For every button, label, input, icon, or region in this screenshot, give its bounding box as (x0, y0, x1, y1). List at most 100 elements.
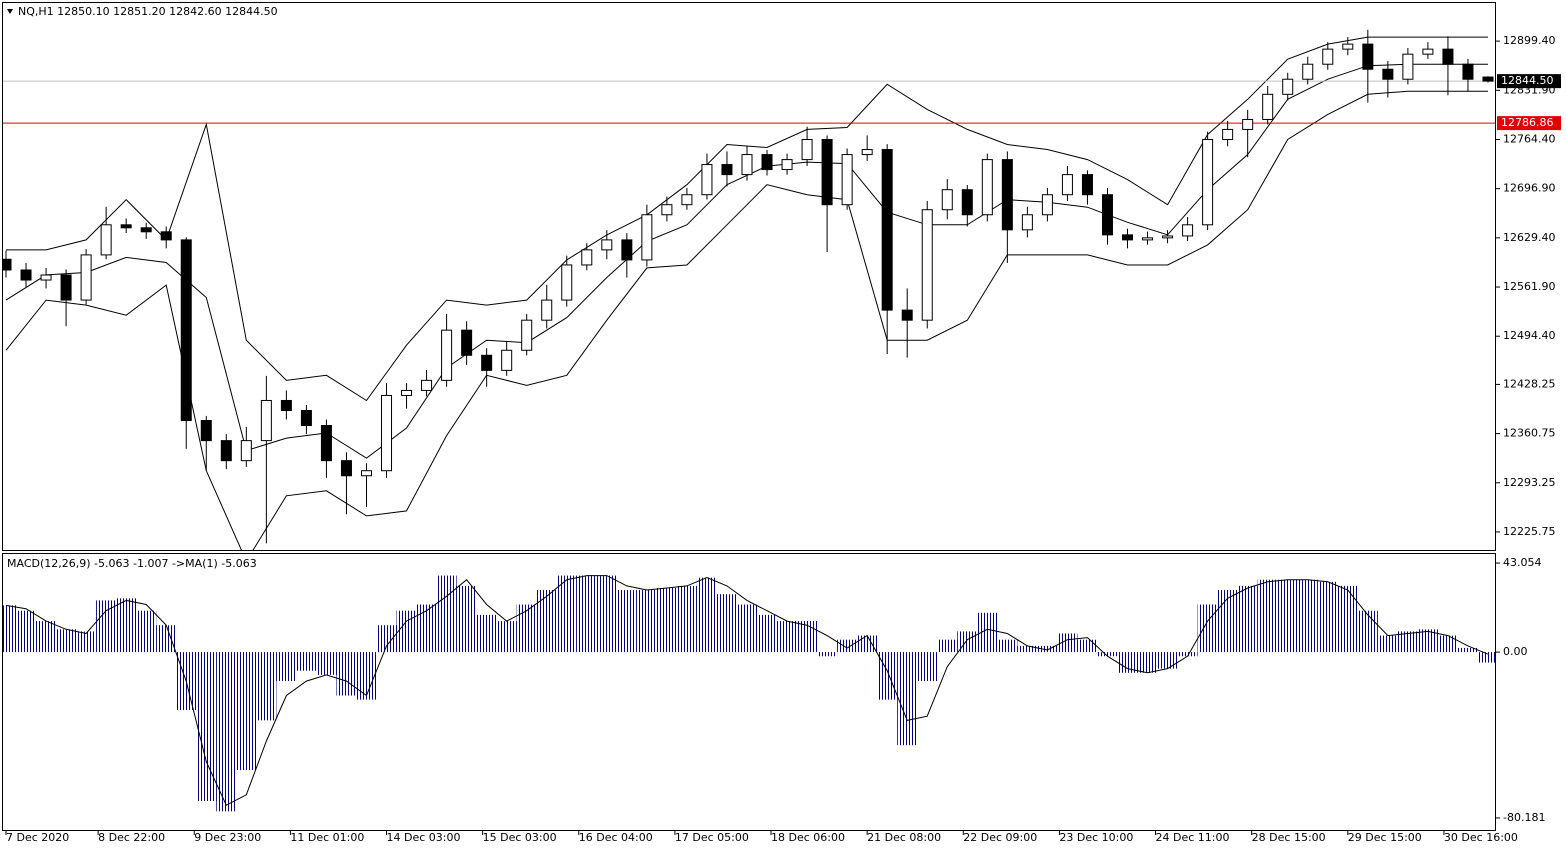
candle-body (781, 159, 793, 171)
candle-body (541, 299, 553, 321)
x-tick-label: 30 Dec 16:00 (1444, 831, 1518, 844)
macd-bar (1177, 652, 1198, 657)
x-tick-label: 7 Dec 2020 (6, 831, 69, 844)
macd-bar (1017, 645, 1038, 653)
macd-bar (596, 575, 617, 653)
candle-body (381, 394, 393, 472)
candle-body (20, 269, 32, 281)
candle-body (1402, 53, 1414, 80)
macd-bar (656, 587, 677, 653)
macd-bar (837, 639, 858, 653)
y-tick-label: 12561.90 (1503, 280, 1556, 293)
candle-body (801, 138, 813, 161)
macd-bar (636, 590, 657, 653)
macd-bar (1277, 579, 1298, 653)
candle-body (280, 399, 292, 412)
macd-bar (76, 631, 97, 653)
candle-body (1041, 194, 1053, 216)
macd-bar (696, 577, 717, 653)
collapse-arrow[interactable] (7, 9, 13, 14)
candle-body (1122, 234, 1134, 241)
macd-bar (1397, 631, 1418, 653)
y-tick-label: 12764.40 (1503, 132, 1556, 145)
macd-bar (1197, 604, 1218, 653)
macd-plot (3, 575, 1495, 812)
axes: 12899.4012831.9012764.4012696.9012629.40… (5, 34, 1561, 844)
candle-body (260, 399, 272, 442)
candle-body (821, 138, 833, 206)
candle-body (661, 204, 673, 216)
y-tick-label: 12629.40 (1503, 231, 1556, 244)
candle-body (681, 194, 693, 206)
x-tick-label: 14 Dec 03:00 (387, 831, 461, 844)
candle-body (1202, 138, 1214, 226)
macd-bar (1137, 652, 1158, 673)
macd-bar (316, 652, 337, 675)
macd-bar (56, 629, 77, 653)
x-tick-label: 22 Dec 09:00 (963, 831, 1037, 844)
candle-body (1302, 63, 1314, 80)
candle-body (80, 254, 92, 301)
macd-bar (1317, 581, 1338, 653)
macd-bar (356, 652, 377, 700)
x-tick-label: 29 Dec 15:00 (1348, 831, 1422, 844)
x-tick-label: 15 Dec 03:00 (483, 831, 557, 844)
y-tick-label: -80.181 (1503, 811, 1545, 824)
x-tick-label: 28 Dec 15:00 (1252, 831, 1326, 844)
candle-body (481, 354, 493, 371)
candle-body (40, 274, 52, 281)
candle-body (1322, 48, 1334, 65)
candle-body (501, 349, 513, 371)
candle-body (441, 329, 453, 381)
candle-body (921, 209, 933, 321)
macd-bar (236, 652, 257, 771)
macd-bar (616, 590, 637, 653)
x-tick-label: 23 Dec 10:00 (1059, 831, 1133, 844)
candle-body (1362, 43, 1374, 70)
candle-body (741, 154, 753, 176)
candle-body (60, 274, 72, 301)
x-tick-label: 8 Dec 22:00 (98, 831, 165, 844)
macd-bar (937, 639, 958, 653)
candle-body (1342, 43, 1354, 50)
candle-body (300, 410, 312, 427)
candle-body (881, 149, 893, 311)
candle-body (901, 309, 913, 321)
macd-bar (1417, 629, 1438, 653)
candle-body (1262, 93, 1274, 120)
y-tick-label: 12428.25 (1503, 377, 1556, 390)
candle-body (981, 159, 993, 216)
macd-bar (877, 652, 898, 700)
macd-bar (1217, 590, 1238, 653)
macd-bar (336, 652, 357, 696)
x-tick-label: 11 Dec 01:00 (290, 831, 364, 844)
macd-bar (256, 652, 277, 721)
macd-bar (1157, 652, 1178, 669)
candle-body (1061, 174, 1073, 196)
price-label: 12844.50 (1501, 74, 1554, 87)
candle-body (1001, 159, 1013, 231)
bollinger-band (5, 90, 1488, 550)
candle-body (1462, 63, 1474, 80)
bollinger-band (6, 36, 1488, 402)
candle-body (220, 440, 232, 462)
y-tick-label: 0.00 (1503, 645, 1528, 658)
macd-bar (376, 625, 397, 653)
macd-bar (3, 605, 17, 653)
macd-bar (716, 594, 737, 653)
candle-body (401, 389, 413, 396)
macd-bar (1057, 633, 1078, 653)
x-tick-label: 24 Dec 11:00 (1156, 831, 1230, 844)
macd-bar (576, 575, 597, 653)
candle-body (1101, 194, 1113, 236)
candle-body (461, 329, 473, 356)
macd-bar (496, 621, 517, 653)
y-tick-label: 12494.40 (1503, 329, 1556, 342)
macd-bar (1357, 610, 1378, 653)
macd-bar (416, 604, 437, 653)
candle-body (1222, 128, 1234, 140)
candle-body (3, 258, 12, 271)
candle-body (521, 319, 533, 351)
x-tick-label: 17 Dec 05:00 (675, 831, 749, 844)
candle-body (1081, 174, 1093, 196)
